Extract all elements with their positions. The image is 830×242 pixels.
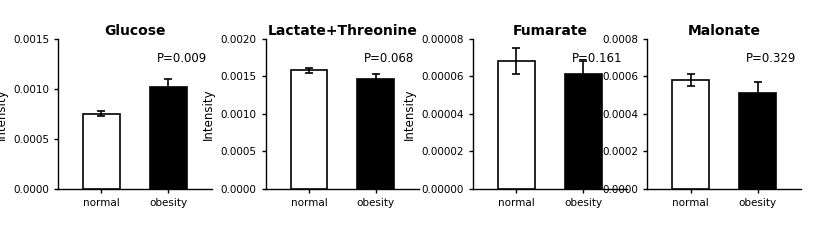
Bar [358, 79, 394, 189]
Title: Glucose: Glucose [104, 23, 166, 38]
Title: Lactate+Threonine: Lactate+Threonine [267, 23, 417, 38]
Y-axis label: Intensity: Intensity [403, 88, 416, 140]
Y-axis label: Intensity: Intensity [583, 88, 597, 140]
Text: P=0.161: P=0.161 [572, 52, 622, 65]
Bar [150, 87, 187, 189]
Title: Fumarate: Fumarate [512, 23, 588, 38]
Bar [672, 80, 709, 189]
Bar [740, 93, 776, 189]
Bar [83, 114, 120, 189]
Bar [565, 74, 602, 189]
Text: P=0.329: P=0.329 [746, 52, 796, 65]
Text: P=0.009: P=0.009 [157, 52, 207, 65]
Y-axis label: Intensity: Intensity [202, 88, 215, 140]
Text: P=0.068: P=0.068 [364, 52, 414, 65]
Title: Malonate: Malonate [688, 23, 760, 38]
Y-axis label: Intensity: Intensity [0, 88, 7, 140]
Bar [290, 70, 327, 189]
Bar [498, 61, 535, 189]
